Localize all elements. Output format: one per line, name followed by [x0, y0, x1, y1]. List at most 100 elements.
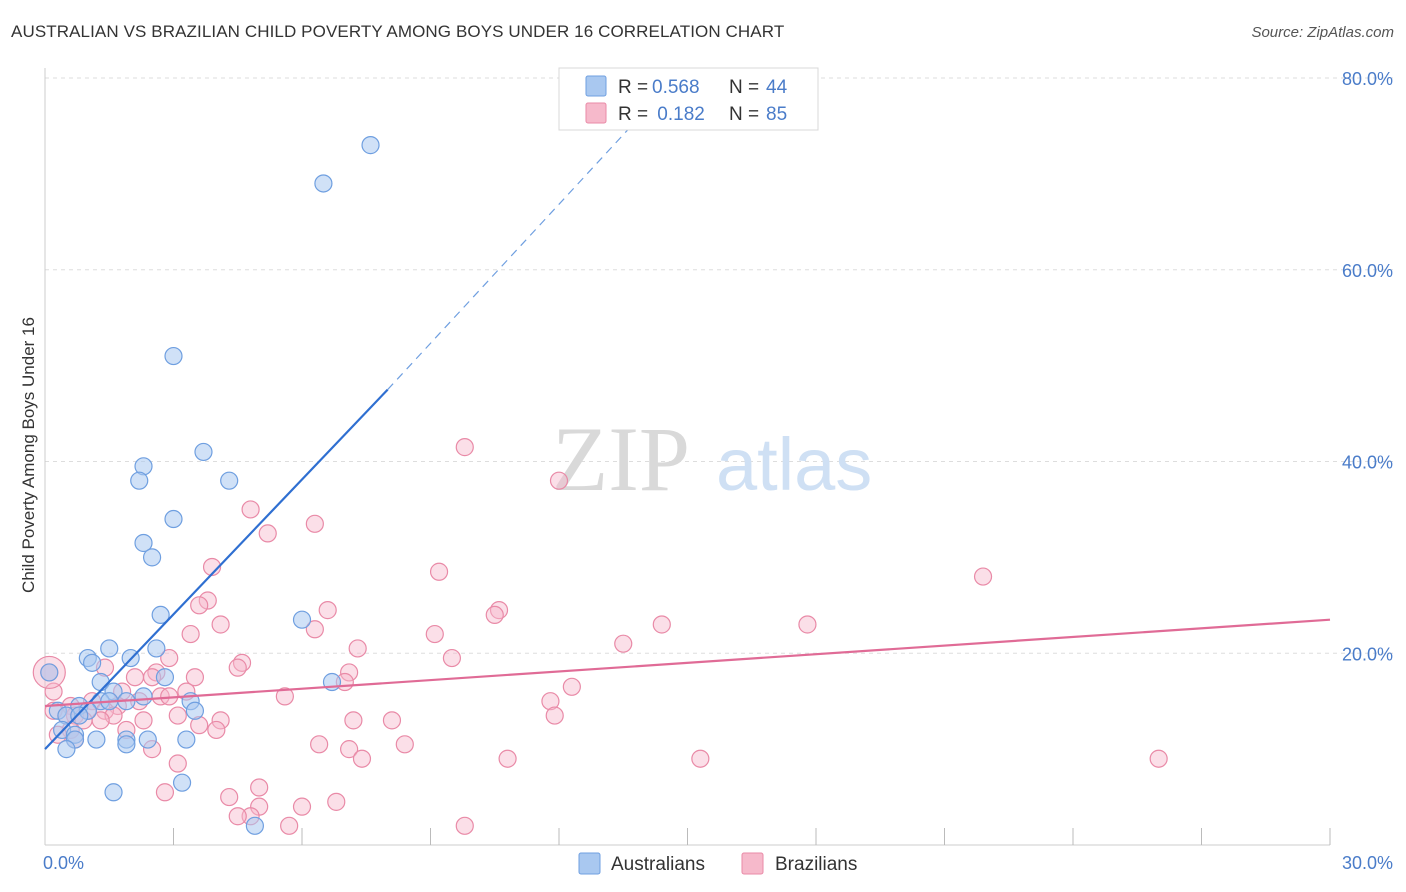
brazilians-point — [207, 720, 226, 740]
australians-point — [100, 639, 119, 658]
australians-point — [172, 773, 192, 792]
brazilians-point — [541, 692, 560, 711]
brazilians-point — [340, 740, 359, 759]
brazilians-point — [202, 557, 222, 577]
australians-point — [57, 740, 76, 759]
brazilians-point — [160, 648, 179, 668]
brazilians-point — [305, 514, 324, 533]
y-tick-label: 80.0% — [1342, 69, 1393, 89]
brazilians-point — [44, 682, 63, 701]
watermark-zip: ZIP — [552, 408, 690, 510]
australians-point — [245, 816, 264, 835]
australians-point — [83, 653, 102, 672]
australians-point — [40, 663, 59, 682]
brazilians-point — [241, 500, 260, 519]
brazilians-point — [190, 596, 209, 615]
brazilians-point — [614, 634, 633, 653]
brazilians-point — [549, 471, 569, 490]
brazilians-point — [395, 735, 414, 754]
australians-point — [104, 783, 123, 802]
brazilians-point — [198, 591, 217, 610]
australians-point — [164, 509, 183, 529]
brazilians-point — [185, 668, 205, 687]
australians-point — [194, 442, 213, 462]
australians-trend-line — [44, 388, 389, 750]
brazilians-point — [352, 749, 372, 768]
brazilians-point — [340, 663, 359, 682]
brazilians-point — [155, 783, 175, 802]
brazilians-point — [91, 711, 110, 730]
legend-swatch-brazilians — [585, 102, 607, 124]
legend-r-value-australians: 0.568 — [652, 77, 700, 98]
australians-point — [164, 346, 183, 366]
brazilians-point — [181, 624, 200, 644]
brazilians-point — [425, 624, 444, 644]
brazilians-point — [498, 749, 517, 768]
australians-point — [220, 471, 239, 490]
legend-swatch-australians — [585, 75, 607, 97]
tick-labels: 20.0% 40.0% 60.0% 80.0% 0.0% 30.0% — [43, 69, 1393, 873]
brazilians-point — [134, 711, 153, 730]
bottom-legend-swatch-australians — [578, 852, 601, 875]
axes — [44, 68, 1331, 846]
australians-point — [117, 735, 136, 754]
australians-points — [40, 136, 380, 835]
trend-lines — [44, 111, 1331, 750]
bottom-legend-label-brazilians: Brazilians — [775, 854, 857, 875]
australians-point — [177, 730, 196, 749]
y-tick-label: 60.0% — [1342, 261, 1393, 281]
brazilians-point — [455, 816, 474, 835]
legend-n-value-brazilians: 85 — [766, 104, 787, 125]
brazilians-point — [258, 524, 277, 543]
legend-n-value-australians: 44 — [766, 77, 788, 98]
australians-point — [361, 136, 380, 155]
legend-r-label-brazilians: R = — [618, 104, 648, 125]
australians-point — [314, 174, 333, 193]
brazilians-point — [292, 797, 312, 816]
brazilians-point — [545, 706, 564, 725]
brazilians-point — [344, 711, 363, 730]
australians-point — [185, 701, 205, 720]
australians-point — [130, 471, 149, 490]
brazilians-point — [442, 648, 462, 668]
brazilians-point — [211, 615, 230, 634]
brazilians-point — [228, 658, 247, 677]
brazilians-point — [280, 816, 299, 835]
brazilians-point — [310, 735, 329, 754]
brazilians-point — [318, 601, 337, 620]
brazilians-point — [455, 438, 474, 457]
australians-point — [142, 548, 162, 567]
brazilians-point — [220, 787, 239, 807]
source-credit: Source: ZipAtlas.com — [1251, 24, 1394, 41]
legend-n-label-brazilians: N = — [729, 104, 759, 125]
brazilians-point — [485, 605, 504, 625]
brazilians-point — [382, 711, 402, 730]
australians-point — [151, 605, 170, 625]
brazilians-point — [168, 706, 187, 725]
bottom-legend-label-australians: Australians — [611, 854, 705, 875]
brazilians-point — [562, 677, 581, 696]
australians-trend-extension — [387, 111, 646, 391]
brazilians-point — [691, 749, 710, 768]
australians-point — [134, 533, 153, 553]
watermark: ZIP atlas — [552, 408, 872, 510]
watermark-atlas: atlas — [716, 423, 872, 506]
brazilians-point — [211, 711, 230, 730]
brazilians-point — [1149, 749, 1168, 768]
australians-point — [147, 639, 166, 658]
x-tick-label: 0.0% — [43, 853, 84, 873]
bottom-legend: Australians Brazilians — [578, 852, 857, 875]
y-tick-label: 40.0% — [1342, 453, 1393, 473]
bottom-legend-swatch-brazilians — [741, 852, 764, 875]
y-tick-label: 20.0% — [1342, 644, 1393, 664]
australians-point — [292, 610, 312, 629]
brazilians-point — [250, 778, 269, 797]
brazilians-point — [305, 620, 324, 639]
brazilians-point — [798, 615, 817, 634]
brazilians-point — [327, 792, 346, 811]
legend: R = 0.568 N = 44 R = 0.182 N = 85 — [558, 67, 819, 131]
australians-point — [138, 730, 157, 749]
brazilians-point — [168, 754, 187, 773]
brazilians-point — [973, 567, 993, 586]
